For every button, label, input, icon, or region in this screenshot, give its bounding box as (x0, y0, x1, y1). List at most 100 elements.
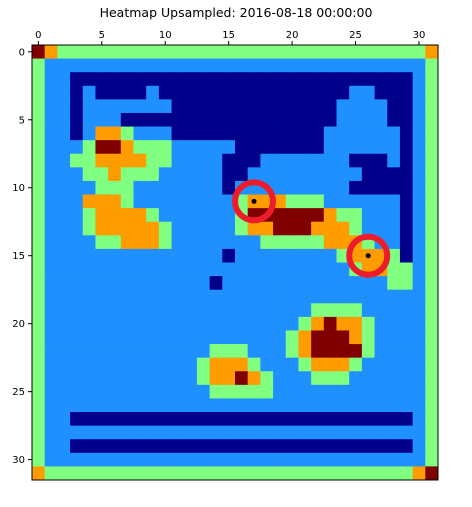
heatmap-cell (146, 235, 160, 250)
heatmap-cell (298, 85, 312, 100)
heatmap-cell (298, 412, 312, 426)
heatmap-cell (209, 85, 223, 100)
heatmap-cell (82, 99, 96, 114)
heatmap-cell (273, 248, 287, 263)
heatmap-cell (82, 208, 96, 223)
heatmap-cell (184, 289, 198, 304)
heatmap-cell (82, 194, 96, 209)
heatmap-cell (374, 466, 388, 481)
heatmap-cell (171, 248, 185, 263)
heatmap-cell (120, 412, 134, 426)
heatmap-cell (120, 167, 134, 182)
heatmap-cell (184, 466, 198, 481)
heatmap-cell (323, 303, 337, 318)
heatmap-cell (323, 248, 337, 263)
heatmap-cell (399, 45, 413, 59)
heatmap-cell (273, 235, 287, 250)
heatmap-cell (247, 72, 261, 87)
y-tick-label: 30 (12, 455, 25, 466)
heatmap-cell (298, 45, 312, 59)
heatmap-cell (196, 180, 210, 195)
heatmap-cell (70, 221, 84, 236)
heatmap-cell (285, 452, 299, 467)
heatmap-cell (387, 316, 401, 331)
heatmap-cell (425, 398, 439, 413)
heatmap-cell (120, 330, 134, 345)
heatmap-cell (108, 140, 122, 155)
heatmap-cell (273, 72, 287, 87)
heatmap-cell (184, 153, 198, 168)
heatmap-cell (323, 194, 337, 209)
heatmap-cell (425, 316, 439, 331)
heatmap-cell (425, 99, 439, 114)
heatmap-cell (196, 85, 210, 100)
heatmap-cell (70, 140, 84, 155)
heatmap-cell (349, 58, 363, 73)
heatmap-cell (425, 303, 439, 318)
heatmap-cell (108, 208, 122, 223)
heatmap-cell (209, 140, 223, 155)
heatmap-cell (196, 140, 210, 155)
heatmap-cell (311, 72, 325, 87)
heatmap-cell (222, 384, 236, 399)
heatmap-cell (311, 126, 325, 141)
heatmap-cell (82, 126, 96, 141)
heatmap-cell (158, 425, 172, 440)
heatmap-cell (387, 425, 401, 440)
heatmap-cell (184, 412, 198, 426)
x-axis-ticks: 0 5 10 15 20 25 30 (35, 30, 425, 45)
heatmap-cell (146, 99, 160, 114)
heatmap-cell (108, 126, 122, 141)
heatmap-cell (336, 194, 350, 209)
heatmap-cell (260, 235, 274, 250)
heatmap-cell (235, 112, 249, 127)
chart-title: Heatmap Upsampled: 2016-08-18 00:00:00 (100, 5, 373, 20)
heatmap-cell (158, 344, 172, 358)
heatmap-cell (95, 344, 109, 358)
heatmap-cell (374, 112, 388, 127)
heatmap-cell (285, 276, 299, 291)
heatmap-cell (412, 466, 426, 481)
heatmap-cell (349, 140, 363, 155)
heatmap-cell (32, 398, 46, 413)
heatmap-cell (298, 99, 312, 114)
heatmap-cell (108, 235, 122, 250)
heatmap-cell (235, 466, 249, 481)
heatmap-cell (133, 167, 147, 182)
heatmap-cell (57, 58, 71, 73)
heatmap-cell (82, 412, 96, 426)
heatmap-cell (285, 330, 299, 345)
heatmap-cell (32, 262, 46, 277)
heatmap-cell (108, 330, 122, 345)
heatmap-cell (95, 303, 109, 318)
heatmap-cell (425, 112, 439, 127)
heatmap-cell (247, 112, 261, 127)
x-tick-label: 15 (222, 30, 235, 41)
heatmap-cell (146, 289, 160, 304)
heatmap-cell (120, 425, 134, 440)
heatmap-cell (82, 398, 96, 413)
y-tick-label: 20 (12, 319, 25, 330)
heatmap-cell (323, 384, 337, 399)
heatmap-cell (425, 425, 439, 440)
heatmap-cell (412, 112, 426, 127)
heatmap-cell (108, 167, 122, 182)
heatmap-cell (260, 316, 274, 331)
heatmap-cell (133, 262, 147, 277)
heatmap-cell (349, 289, 363, 304)
heatmap-cell (108, 466, 122, 481)
heatmap-cell (425, 126, 439, 141)
heatmap-cell (361, 85, 375, 100)
heatmap-cell (425, 85, 439, 100)
heatmap-cell (311, 85, 325, 100)
heatmap-cell (82, 58, 96, 73)
heatmap-cell (146, 167, 160, 182)
heatmap-cell (247, 316, 261, 331)
heatmap-cell (387, 72, 401, 87)
heatmap-cell (146, 72, 160, 87)
heatmap-cell (95, 452, 109, 467)
heatmap-cell (196, 439, 210, 454)
heatmap-cell (32, 58, 46, 73)
heatmap-cell (70, 303, 84, 318)
heatmap-cell (209, 180, 223, 195)
